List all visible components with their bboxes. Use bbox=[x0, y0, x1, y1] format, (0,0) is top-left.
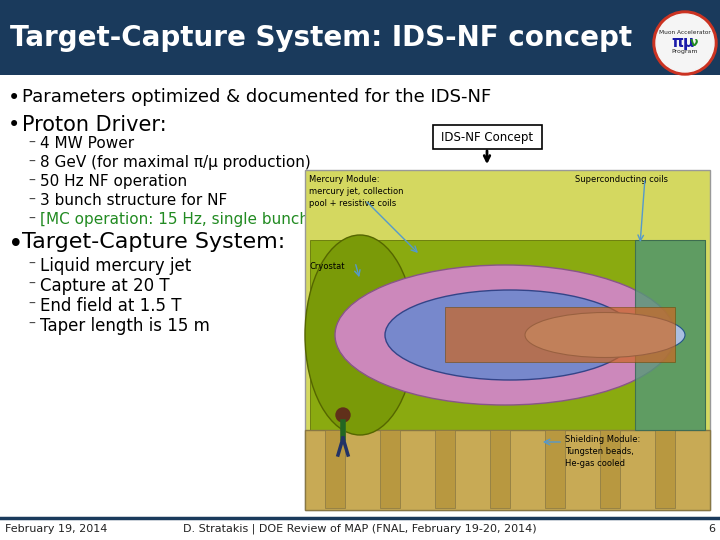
Text: 8 GeV (for maximal π/μ production): 8 GeV (for maximal π/μ production) bbox=[40, 155, 311, 170]
Text: [MC operation: 15 Hz, single bunch]: [MC operation: 15 Hz, single bunch] bbox=[40, 212, 315, 227]
Text: February 19, 2014: February 19, 2014 bbox=[5, 524, 107, 534]
Text: πμ: πμ bbox=[672, 35, 695, 50]
Text: –: – bbox=[28, 155, 35, 169]
Text: Superconducting coils: Superconducting coils bbox=[575, 175, 668, 184]
Bar bbox=[445, 307, 675, 362]
Text: Target-Capture System: IDS-NF concept: Target-Capture System: IDS-NF concept bbox=[10, 24, 632, 52]
Text: Muon Accelerator: Muon Accelerator bbox=[659, 30, 711, 36]
Bar bbox=[380, 430, 400, 508]
Text: Liquid mercury jet: Liquid mercury jet bbox=[40, 257, 192, 275]
Text: –: – bbox=[28, 257, 35, 271]
Bar bbox=[600, 430, 620, 508]
Ellipse shape bbox=[525, 313, 685, 357]
Bar bbox=[310, 240, 705, 430]
Text: 6: 6 bbox=[708, 524, 715, 534]
Text: –: – bbox=[28, 317, 35, 331]
Text: •: • bbox=[8, 115, 20, 135]
Text: –: – bbox=[28, 277, 35, 291]
Text: Target-Capture System:: Target-Capture System: bbox=[22, 232, 285, 252]
Bar bbox=[655, 430, 675, 508]
Text: 3 bunch structure for NF: 3 bunch structure for NF bbox=[40, 193, 228, 208]
Bar bbox=[325, 430, 345, 508]
Text: IDS-NF Concept: IDS-NF Concept bbox=[441, 131, 534, 144]
Circle shape bbox=[336, 408, 350, 422]
Text: 4 MW Power: 4 MW Power bbox=[40, 136, 134, 151]
Bar bbox=[545, 430, 565, 508]
Text: Taper length is 15 m: Taper length is 15 m bbox=[40, 317, 210, 335]
Text: mercury jet, collection: mercury jet, collection bbox=[309, 187, 403, 196]
FancyBboxPatch shape bbox=[433, 125, 542, 149]
Text: Capture at 20 T: Capture at 20 T bbox=[40, 277, 170, 295]
Text: –: – bbox=[28, 174, 35, 188]
Text: Proton Driver:: Proton Driver: bbox=[22, 115, 166, 135]
Text: He-gas cooled: He-gas cooled bbox=[565, 459, 625, 468]
Ellipse shape bbox=[305, 235, 415, 435]
Circle shape bbox=[653, 11, 717, 75]
Bar bbox=[635, 240, 705, 430]
Bar bbox=[305, 430, 710, 510]
Text: •: • bbox=[8, 232, 24, 258]
Circle shape bbox=[656, 14, 714, 72]
Text: Cryostat: Cryostat bbox=[309, 262, 344, 271]
Text: –: – bbox=[28, 136, 35, 150]
Ellipse shape bbox=[335, 265, 675, 405]
Text: Parameters optimized & documented for the IDS-NF: Parameters optimized & documented for th… bbox=[22, 88, 491, 106]
Bar bbox=[490, 430, 510, 508]
Text: End field at 1.5 T: End field at 1.5 T bbox=[40, 297, 181, 315]
Text: Shielding Module:: Shielding Module: bbox=[565, 435, 640, 444]
Text: –: – bbox=[28, 193, 35, 207]
Text: Tungsten beads,: Tungsten beads, bbox=[565, 447, 634, 456]
Ellipse shape bbox=[385, 290, 635, 380]
Bar bbox=[305, 170, 710, 510]
Text: Program: Program bbox=[672, 50, 698, 55]
Text: 50 Hz NF operation: 50 Hz NF operation bbox=[40, 174, 187, 189]
Text: –: – bbox=[28, 297, 35, 311]
Text: ν: ν bbox=[690, 36, 698, 49]
Text: D. Stratakis | DOE Review of MAP (FNAL, February 19-20, 2014): D. Stratakis | DOE Review of MAP (FNAL, … bbox=[183, 524, 537, 534]
Text: –: – bbox=[28, 212, 35, 226]
Text: •: • bbox=[8, 88, 20, 108]
Text: pool + resistive coils: pool + resistive coils bbox=[309, 199, 396, 208]
Bar bbox=[435, 430, 455, 508]
Text: Mercury Module:: Mercury Module: bbox=[309, 175, 379, 184]
Bar bbox=[0, 0, 720, 75]
